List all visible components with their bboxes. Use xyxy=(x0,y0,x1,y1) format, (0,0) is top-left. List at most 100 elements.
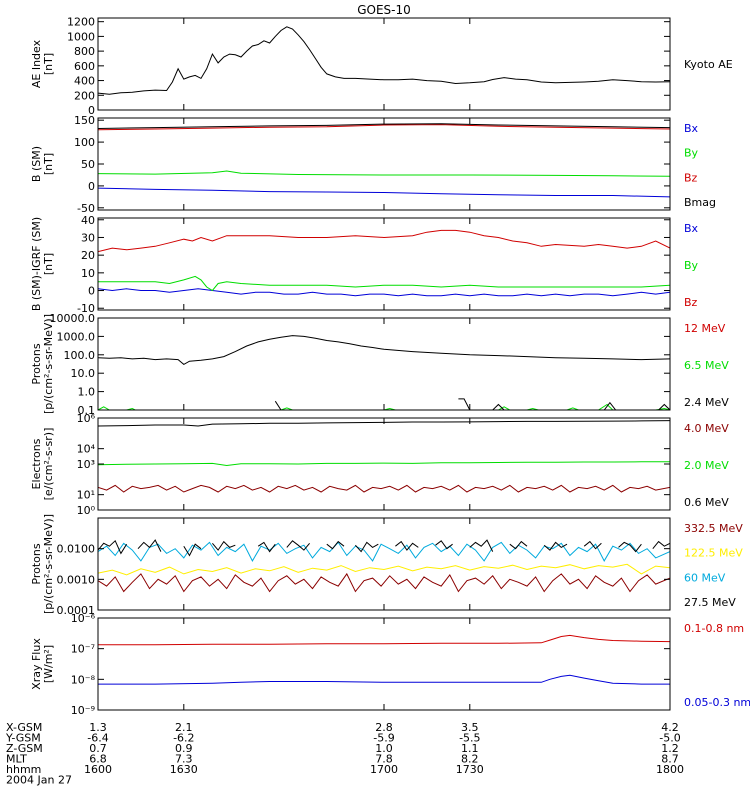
y-axis-label: [W/m²] xyxy=(42,645,55,683)
legend-entry: 0.05-0.3 nm xyxy=(684,696,750,709)
y-tick-label: 0.0001 xyxy=(57,604,96,617)
y-tick-label: 10⁶ xyxy=(77,412,96,425)
axis-cell-value: 2.8 xyxy=(375,721,393,734)
y-tick-label: 30 xyxy=(81,231,95,244)
series-line-6-4-14 xyxy=(583,540,602,550)
y-tick-label: 10¹ xyxy=(77,489,95,502)
series-line-5-3-1 xyxy=(98,420,670,427)
y-tick-label: 10⁻⁷ xyxy=(71,643,95,656)
series-line-6-4-11 xyxy=(469,539,494,552)
legend-entry: 0.1-0.8 nm xyxy=(684,622,744,635)
series-line-4-4-2 xyxy=(458,398,471,410)
panel-6: 0.0001 0.0010 0.0100 Protons [p/(cm²-s-sr-Me… xyxy=(30,514,743,617)
panel-5: 10⁰ 10¹ 10³ 10⁴ 10⁶ Electrons [e/(cm²-s-sr)] 4.… xyxy=(30,412,729,517)
y-tick-label: 10⁻⁸ xyxy=(71,673,96,686)
y-tick-label: 1200 xyxy=(67,16,95,29)
y-axis-label: Protons xyxy=(30,343,43,384)
series-line-5-2-1 xyxy=(98,461,670,467)
y-tick-label: 10⁰ xyxy=(77,504,96,517)
panel-2-frame xyxy=(97,117,671,211)
axis-cell-value: -6.4 xyxy=(87,732,108,745)
panel-3-series xyxy=(98,229,670,297)
legend-entry: 2.0 MeV xyxy=(684,459,729,472)
series-line-6-4-1 xyxy=(98,539,128,555)
axis-cell-value: 2.1 xyxy=(175,721,193,734)
series-line-1-1-1 xyxy=(98,26,670,95)
y-tick-label: 10⁻⁶ xyxy=(71,612,96,625)
legend-entry: 2.4 MeV xyxy=(684,396,729,409)
panel-6-series xyxy=(98,539,670,593)
y-tick-label: 0.0100 xyxy=(57,543,96,556)
series-line-2-2-1 xyxy=(98,170,670,177)
axis-cell-value: 1730 xyxy=(456,763,484,776)
plot-title: GOES-10 xyxy=(357,3,411,17)
axis-cell-value: 1.1 xyxy=(461,742,479,755)
series-line-2-4-1 xyxy=(98,123,670,129)
y-axis-label: Protons xyxy=(30,543,43,584)
y-tick-label: 800 xyxy=(74,45,95,58)
axis-cell-value: -5.9 xyxy=(373,732,394,745)
y-tick-label: 10⁻⁹ xyxy=(71,704,95,717)
y-axis-label: [p/(cm²-s-sr-MeV)] xyxy=(42,314,55,414)
y-tick-label: 100.0 xyxy=(64,349,96,362)
axis-row-label: 2004 Jan 27 xyxy=(6,774,72,787)
y-tick-label: 10.0 xyxy=(71,367,96,380)
panel-5-series xyxy=(98,420,670,493)
legend-entry: Bmag xyxy=(684,196,716,209)
axis-cell-value: 1.0 xyxy=(375,742,393,755)
legend-entry: Bz xyxy=(684,171,698,184)
axis-cell-value: 1630 xyxy=(170,763,198,776)
y-tick-label: -10 xyxy=(77,302,95,315)
series-line-6-4-6 xyxy=(286,540,310,551)
series-line-3-2-1 xyxy=(98,275,670,292)
series-line-4-4-3 xyxy=(492,403,505,410)
axis-cell-value: -5.5 xyxy=(459,732,480,745)
series-line-6-4-15 xyxy=(618,541,642,553)
y-axis-label: Xray Flux xyxy=(30,638,43,690)
axis-cell-value: 1600 xyxy=(84,763,112,776)
series-line-4-4-4 xyxy=(603,401,617,410)
axis-cell-value: 1.3 xyxy=(89,721,107,734)
series-line-3-3-1 xyxy=(98,229,670,253)
axis-cell-value: 1.2 xyxy=(661,742,679,755)
y-tick-label: 20 xyxy=(81,249,95,262)
series-line-6-4-5 xyxy=(257,541,276,553)
series-line-6-4-9 xyxy=(395,540,419,551)
y-tick-label: 0 xyxy=(88,285,95,298)
series-line-6-4-4 xyxy=(212,540,236,551)
y-tick-label: 10000.0 xyxy=(50,312,96,325)
legend-entry: Kyoto AE xyxy=(684,58,733,71)
series-line-6-4-2 xyxy=(137,539,162,552)
legend-entry: By xyxy=(684,259,699,272)
axis-cell-value: 8.7 xyxy=(661,753,679,766)
axis-row-label: X-GSM xyxy=(6,721,42,734)
series-line-4-2-3 xyxy=(280,407,293,410)
axis-cell-value: 7.8 xyxy=(375,753,393,766)
series-line-6-4-7 xyxy=(326,540,345,550)
y-tick-label: 50 xyxy=(81,158,95,171)
series-line-6-4-10 xyxy=(435,540,453,550)
y-tick-label: 1000.0 xyxy=(57,330,96,343)
panel-7-frame xyxy=(97,617,671,711)
axis-cell-value: 8.2 xyxy=(461,753,479,766)
y-tick-label: 600 xyxy=(74,60,95,73)
series-line-2-3-1 xyxy=(98,124,670,131)
series-line-2-1-1 xyxy=(98,187,670,198)
axis-cell-value: 0.7 xyxy=(89,742,107,755)
legend-entry: By xyxy=(684,147,699,160)
y-axis-label: Electrons xyxy=(30,438,43,489)
panel-7: 10⁻⁹ 10⁻⁸ 10⁻⁷ 10⁻⁶ Xray Flux [W/m²] 0.1-0.8 n… xyxy=(30,612,750,717)
y-axis-label: AE Index xyxy=(30,39,43,88)
panel-3: -10 0 10 20 30 40 B (SM)-IGRF (SM) [nT] Bx By Bz xyxy=(30,214,699,315)
panel-3-frame xyxy=(97,217,671,311)
axis-cell-value: -5.0 xyxy=(659,732,680,745)
y-tick-label: 10³ xyxy=(77,458,95,471)
legend-entry: 332.5 MeV xyxy=(684,522,743,535)
legend-entry: Bx xyxy=(684,122,699,135)
axis-cell-value: 7.3 xyxy=(175,753,193,766)
legend-entry: Bx xyxy=(684,222,699,235)
legend-entry: 0.6 MeV xyxy=(684,496,729,509)
axis-cell-value: 3.5 xyxy=(461,721,479,734)
